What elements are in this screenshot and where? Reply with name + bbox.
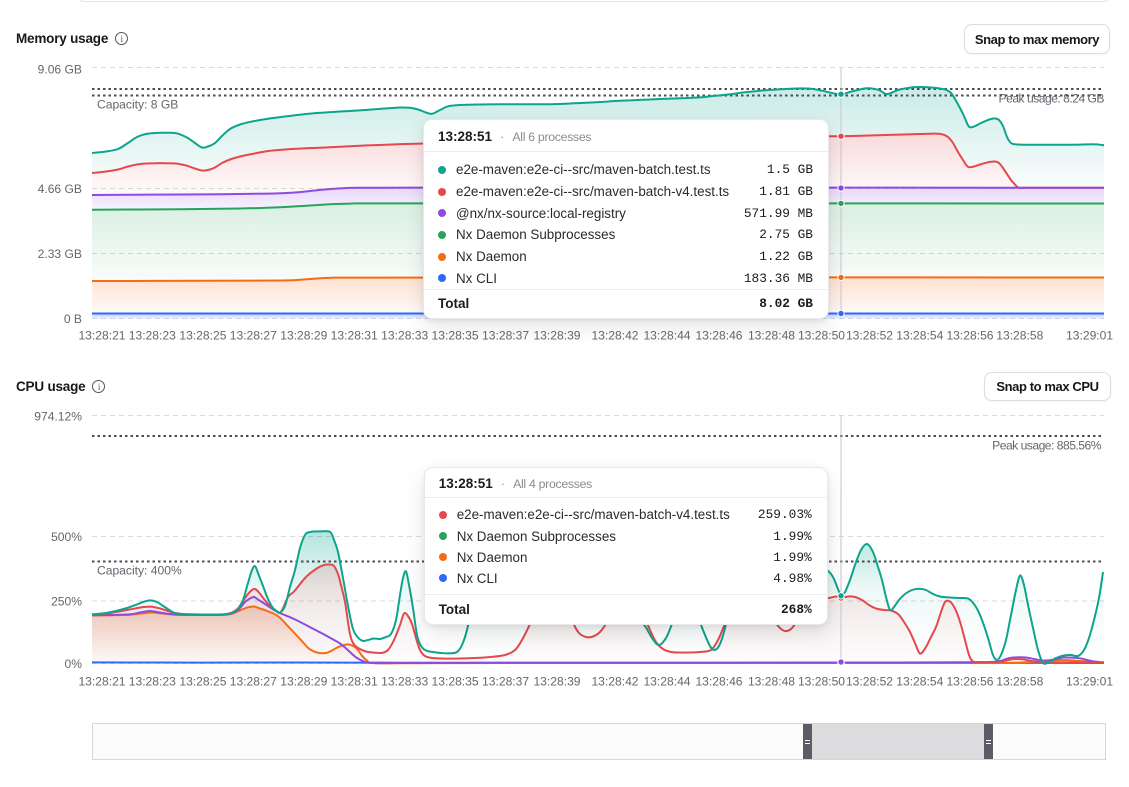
svg-text:13:28:23: 13:28:23 [129,675,176,689]
svg-text:13:28:48: 13:28:48 [748,675,795,689]
svg-text:13:28:21: 13:28:21 [78,329,125,343]
svg-text:0 B: 0 B [64,312,82,326]
svg-text:13:28:29: 13:28:29 [280,329,327,343]
svg-text:13:28:25: 13:28:25 [179,675,226,689]
svg-text:13:28:54: 13:28:54 [896,675,943,689]
svg-text:13:28:33: 13:28:33 [381,329,428,343]
svg-text:13:28:23: 13:28:23 [129,329,176,343]
svg-text:13:28:35: 13:28:35 [432,675,479,689]
svg-text:13:28:50: 13:28:50 [798,675,845,689]
svg-text:9.06 GB: 9.06 GB [38,63,82,77]
svg-text:13:28:46: 13:28:46 [695,329,742,343]
svg-text:13:29:01: 13:29:01 [1066,329,1113,343]
svg-text:Peak usage: 885.56%: Peak usage: 885.56% [992,439,1102,453]
svg-text:13:28:58: 13:28:58 [996,329,1043,343]
svg-text:13:28:48: 13:28:48 [748,329,795,343]
svg-text:500%: 500% [51,530,82,544]
svg-text:13:28:42: 13:28:42 [591,675,638,689]
svg-text:13:28:52: 13:28:52 [846,675,893,689]
svg-text:2.33 GB: 2.33 GB [38,247,82,261]
svg-text:13:28:44: 13:28:44 [643,329,690,343]
svg-text:13:28:46: 13:28:46 [695,675,742,689]
svg-text:Capacity: 8 GB: Capacity: 8 GB [97,98,178,112]
svg-text:13:28:39: 13:28:39 [533,675,580,689]
svg-text:13:28:35: 13:28:35 [432,329,479,343]
svg-text:13:28:37: 13:28:37 [482,675,529,689]
svg-text:Capacity: 400%: Capacity: 400% [97,564,182,578]
svg-text:Peak usage: 8.24 GB: Peak usage: 8.24 GB [999,92,1105,106]
svg-text:13:28:44: 13:28:44 [643,675,690,689]
svg-text:250%: 250% [51,595,82,609]
svg-text:13:28:25: 13:28:25 [179,329,226,343]
svg-text:13:28:39: 13:28:39 [533,329,580,343]
svg-text:13:28:54: 13:28:54 [896,329,943,343]
svg-text:4.66 GB: 4.66 GB [38,182,82,196]
svg-text:13:28:58: 13:28:58 [996,675,1043,689]
svg-text:13:28:27: 13:28:27 [230,675,277,689]
svg-text:13:28:56: 13:28:56 [946,329,993,343]
svg-text:13:28:31: 13:28:31 [331,329,378,343]
svg-text:13:28:42: 13:28:42 [591,329,638,343]
svg-text:13:28:29: 13:28:29 [280,675,327,689]
svg-text:13:28:37: 13:28:37 [482,329,529,343]
svg-text:13:28:27: 13:28:27 [230,329,277,343]
svg-text:974.12%: 974.12% [34,410,82,424]
svg-text:13:28:50: 13:28:50 [798,329,845,343]
svg-text:13:28:31: 13:28:31 [331,675,378,689]
svg-text:0%: 0% [65,657,83,671]
svg-text:13:28:56: 13:28:56 [946,675,993,689]
svg-text:13:29:01: 13:29:01 [1066,675,1113,689]
svg-text:13:28:33: 13:28:33 [381,675,428,689]
svg-text:13:28:52: 13:28:52 [846,329,893,343]
svg-text:13:28:21: 13:28:21 [78,675,125,689]
